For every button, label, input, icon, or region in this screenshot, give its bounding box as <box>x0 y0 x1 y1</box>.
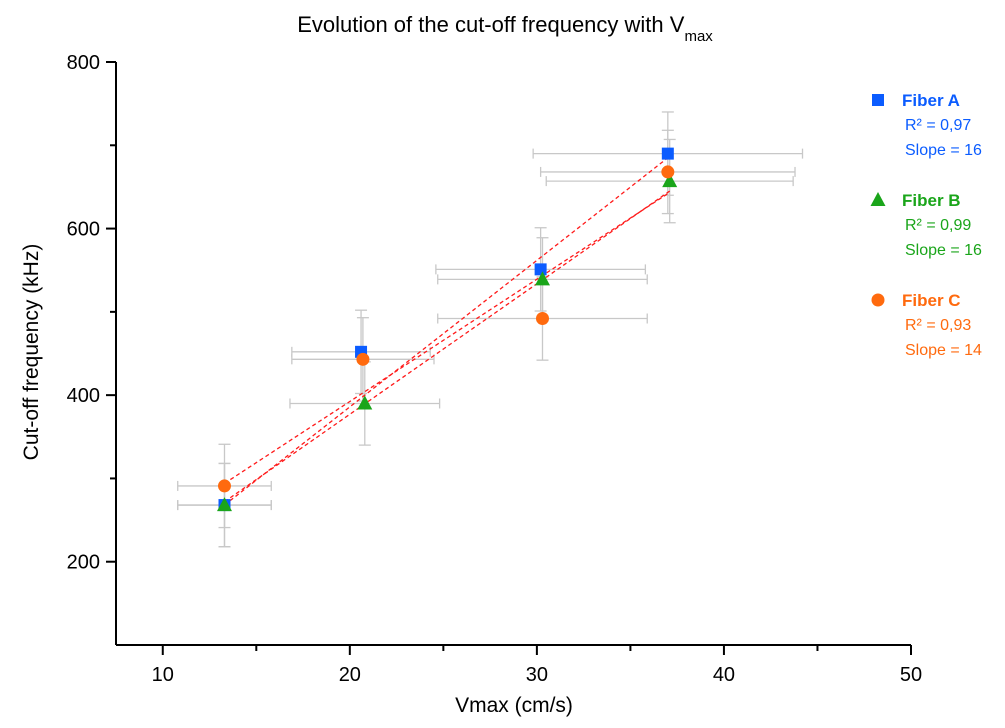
fit-line <box>224 193 669 484</box>
data-point <box>661 165 675 179</box>
x-tick-label: 10 <box>152 664 174 686</box>
legend-marker <box>870 192 886 206</box>
data-point <box>534 263 547 276</box>
data-point <box>662 173 678 188</box>
y-tick-label: 400 <box>67 385 100 407</box>
y-tick-label: 800 <box>67 52 100 74</box>
x-tick-label: 20 <box>339 664 361 686</box>
chart-title-text: Evolution of the cut-off frequency with … <box>297 12 685 37</box>
x-tick-label: 40 <box>713 664 735 686</box>
y-axis-label: Cut-off frequency (kHz) <box>20 244 43 461</box>
data-point <box>534 271 550 286</box>
data-point <box>535 312 549 326</box>
chart-title: Evolution of the cut-off frequency with … <box>297 12 713 45</box>
legend: Fiber A R² = 0,97 Slope = 16 Fiber B R² = 0,… <box>870 91 982 359</box>
data-point <box>661 147 674 160</box>
legend-r2: R² = 0,97 <box>905 117 971 134</box>
legend-r2: R² = 0,99 <box>905 217 971 234</box>
legend-r2: R² = 0,93 <box>905 317 971 334</box>
fit-lines <box>224 157 671 506</box>
y-tick-label: 600 <box>67 219 100 241</box>
chart-title-subscript: max <box>684 28 713 45</box>
x-axis-label: Vmax (cm/s) <box>455 694 573 717</box>
data-point <box>356 352 370 366</box>
data-points <box>216 147 678 512</box>
legend-marker <box>871 293 885 307</box>
data-point <box>216 497 232 512</box>
axes: 10 20 30 40 50 200 400 600 800 <box>67 52 923 686</box>
x-tick-label: 30 <box>526 664 548 686</box>
x-tick-label: 50 <box>900 664 922 686</box>
legend-series-name: Fiber C <box>902 291 961 310</box>
legend-slope: Slope = 16 <box>905 142 982 159</box>
legend-slope: Slope = 16 <box>905 242 982 259</box>
legend-slope: Slope = 14 <box>905 342 982 359</box>
data-point <box>357 395 373 410</box>
fit-line <box>224 157 669 506</box>
error-bars <box>177 111 804 548</box>
legend-series-name: Fiber B <box>902 191 961 210</box>
legend-series-name: Fiber A <box>902 91 960 110</box>
legend-marker <box>872 94 884 106</box>
fit-line <box>224 190 671 503</box>
y-tick-label: 200 <box>67 552 100 574</box>
data-point <box>217 479 231 493</box>
